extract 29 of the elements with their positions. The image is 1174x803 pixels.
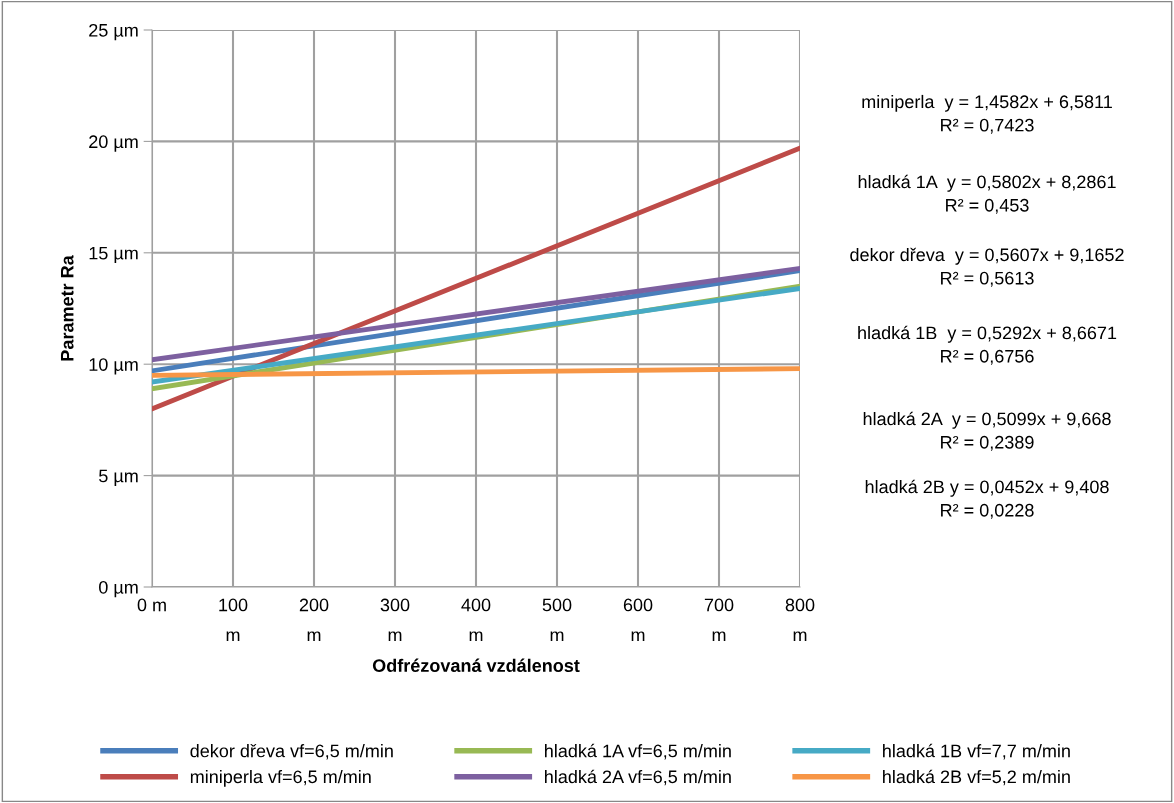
text: miniperla y = 1,4582x + 6,5811 R² = 0,7423 bbox=[862, 94, 1112, 134]
text: hladká 2B y = 0,0452x + 9,408 R² = 0,0228 bbox=[865, 479, 1109, 519]
x-tick-label: 200 m bbox=[299, 598, 329, 642]
y-tick-label: 0 µm bbox=[99, 580, 138, 598]
text: dekor dřeva y = 0,5607x + 9,1652 R² = 0,5613 bbox=[850, 247, 1124, 287]
text: hladká 1A y = 0,5802x + 8,2861 R² = 0,453 bbox=[858, 174, 1116, 214]
x-tick-label: 0 m bbox=[137, 598, 166, 612]
y-tick-label: 20 µm bbox=[89, 135, 138, 152]
y-tick-label: 5 µm bbox=[99, 469, 138, 486]
legend-label: dekor dřeva vf=6,5 m/min bbox=[190, 744, 393, 760]
x-axis-title: Odfrézovaná vzdálenost bbox=[372, 658, 580, 673]
y-tick-label: 10 µm bbox=[89, 358, 138, 375]
x-tick-label: 500 m bbox=[542, 598, 572, 642]
x-tick-label: 800 m bbox=[785, 598, 815, 642]
x-tick-label: 400 m bbox=[461, 598, 491, 642]
x-tick-label: 100 m bbox=[219, 598, 248, 642]
x-tick-label: 700 m bbox=[704, 598, 734, 642]
x-tick-label: 300 m bbox=[380, 598, 410, 642]
y-tick-label: 25 µm bbox=[89, 23, 138, 41]
legend-label: miniperla vf=6,5 m/min bbox=[190, 769, 371, 787]
x-tick-label: 600 m bbox=[623, 598, 653, 642]
legend-label: hladká 1A vf=6,5 m/min bbox=[545, 743, 731, 760]
legend-label: hladká 2B vf=5,2 m/min bbox=[883, 769, 1070, 786]
y-axis-title: Parametr Ra bbox=[60, 255, 74, 361]
y-tick-label: 15 µm bbox=[89, 246, 138, 264]
text: hladká 1B y = 0,5292x + 8,6671 R² = 0,6756 bbox=[858, 325, 1117, 365]
legend-label: hladká 1B vf=7,7 m/min bbox=[883, 743, 1070, 760]
text: hladká 2A y = 0,5099x + 9,668 R² = 0,2389 bbox=[863, 411, 1111, 451]
legend-label: hladká 2A vf=6,5 m/min bbox=[545, 769, 731, 786]
